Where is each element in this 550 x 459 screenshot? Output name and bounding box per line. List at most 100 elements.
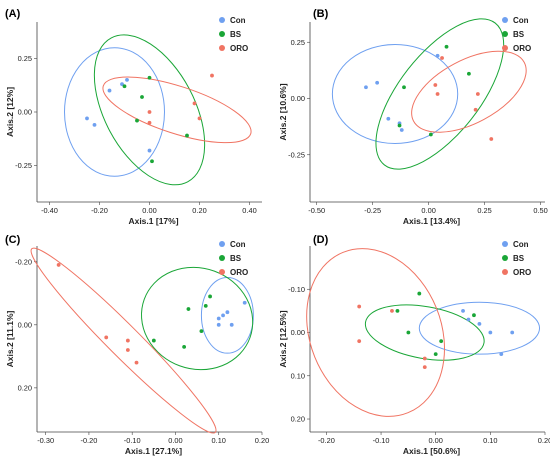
legend-marker-bs — [219, 255, 225, 261]
data-point-oro — [210, 73, 214, 78]
data-point-con — [92, 122, 97, 127]
data-point-bs — [151, 338, 156, 343]
legend-label-oro: ORO — [513, 44, 531, 53]
data-point-oro — [422, 365, 427, 370]
data-point-con — [375, 80, 380, 85]
x-tick-label: -0.10 — [373, 436, 390, 445]
x-axis-title: Axis.1 [50.6%] — [403, 446, 460, 456]
x-tick-label: -0.25 — [364, 206, 381, 215]
data-point-con — [461, 308, 465, 313]
x-axis-title: Axis.1 [27.1%] — [125, 446, 182, 456]
data-point-oro — [125, 338, 130, 343]
x-tick-label: 0.10 — [212, 436, 226, 445]
y-axis-title: Axis.2 [12%] — [5, 87, 15, 137]
data-point-bs — [135, 118, 139, 123]
data-point-oro — [433, 83, 438, 87]
confidence-ellipse-bs — [375, 18, 505, 170]
legend: Con BS ORO — [219, 240, 248, 277]
x-tick-label: -0.30 — [37, 436, 54, 445]
y-tick-label: 0.00 — [18, 108, 32, 117]
confidence-ellipse-con — [64, 47, 165, 177]
data-point-oro — [125, 348, 130, 352]
legend: Con BS ORO — [502, 240, 531, 277]
data-point-bs — [428, 132, 433, 137]
chart-panel-c: -0.30 -0.20 -0.10 0.00 0.10 0.20 -0.20 0.00 0.20… — [5, 234, 269, 456]
chart-panel-a: -0.40 -0.20 0.00 0.20 0.40 0.25 0.00 -0.25 Axis.… — [5, 8, 262, 226]
confidence-ellipse-bs — [364, 304, 485, 361]
confidence-ellipse-oro — [102, 76, 252, 144]
data-point-con — [399, 128, 404, 132]
data-point-con — [216, 316, 221, 321]
data-point-con — [120, 82, 124, 87]
data-point-con — [225, 310, 230, 315]
data-point-oro — [390, 308, 394, 313]
legend: Con BS ORO — [219, 16, 248, 53]
y-axis-title: Axis.2 [12.5%] — [278, 310, 288, 367]
legend-label-con: Con — [230, 240, 246, 249]
data-point-oro — [357, 304, 362, 309]
confidence-ellipse-bs — [140, 266, 254, 371]
data-point-bs — [186, 307, 191, 311]
legend-label-bs: BS — [513, 254, 525, 263]
data-point-bs — [444, 44, 449, 49]
panel-label: (A) — [5, 8, 21, 20]
confidence-ellipse-bs — [93, 34, 206, 186]
data-point-oro — [489, 137, 494, 141]
data-point-bs — [150, 159, 154, 164]
confidence-ellipse-con — [200, 277, 254, 354]
data-point-bs — [439, 339, 444, 344]
data-point-oro — [422, 356, 427, 361]
data-point-bs — [140, 95, 144, 99]
data-point-bs — [433, 352, 438, 357]
data-point-oro — [192, 101, 197, 106]
chart-panel-d: -0.20 -0.10 0.00 0.10 0.20 -0.10 0.00 0.10 0.20 A… — [278, 234, 550, 456]
x-tick-label: 0.40 — [242, 206, 256, 215]
legend-marker-bs — [502, 31, 508, 37]
y-tick-label: -0.10 — [288, 285, 305, 294]
legend-marker-bs — [219, 31, 225, 37]
data-point-oro — [147, 120, 152, 125]
data-point-con — [221, 313, 225, 318]
legend-marker-oro — [219, 269, 225, 275]
data-point-con — [386, 116, 391, 121]
legend-marker-oro — [502, 45, 508, 51]
legend-marker-con — [502, 241, 508, 247]
data-point-con — [510, 330, 515, 335]
legend-marker-oro — [219, 45, 225, 51]
x-tick-label: 0.00 — [421, 206, 435, 215]
x-tick-label: -0.50 — [308, 206, 325, 215]
data-point-con — [229, 322, 234, 327]
panel-label: (B) — [313, 8, 329, 20]
legend-marker-con — [219, 241, 225, 247]
y-tick-label: -0.25 — [15, 161, 32, 170]
data-point-oro — [473, 107, 478, 112]
data-point-oro — [104, 335, 109, 340]
legend-label-oro: ORO — [230, 44, 248, 53]
y-tick-label: -0.25 — [288, 150, 305, 159]
legend-marker-con — [219, 17, 225, 23]
x-tick-label: 0.25 — [477, 206, 491, 215]
legend-marker-con — [502, 17, 508, 23]
data-point-bs — [472, 313, 476, 318]
y-tick-label: 0.25 — [18, 54, 32, 63]
confidence-ellipse-oro — [411, 50, 527, 133]
legend-label-bs: BS — [513, 30, 525, 39]
confidence-ellipse-oro — [30, 247, 217, 434]
data-point-bs — [147, 75, 152, 80]
legend-label-bs: BS — [230, 254, 242, 263]
legend-label-bs: BS — [230, 30, 242, 39]
data-point-oro — [197, 116, 202, 121]
x-tick-label: 0.20 — [538, 436, 550, 445]
legend-marker-oro — [502, 269, 508, 275]
legend-label-con: Con — [513, 240, 529, 249]
x-tick-label: 0.00 — [429, 436, 443, 445]
data-point-oro — [147, 110, 152, 114]
y-tick-label: 0.25 — [291, 38, 305, 47]
data-point-bs — [208, 294, 212, 299]
data-point-con — [435, 53, 440, 58]
data-point-con — [85, 116, 89, 121]
panel-label: (C) — [5, 234, 21, 246]
data-point-bs — [417, 291, 422, 296]
x-tick-label: 0.50 — [533, 206, 547, 215]
